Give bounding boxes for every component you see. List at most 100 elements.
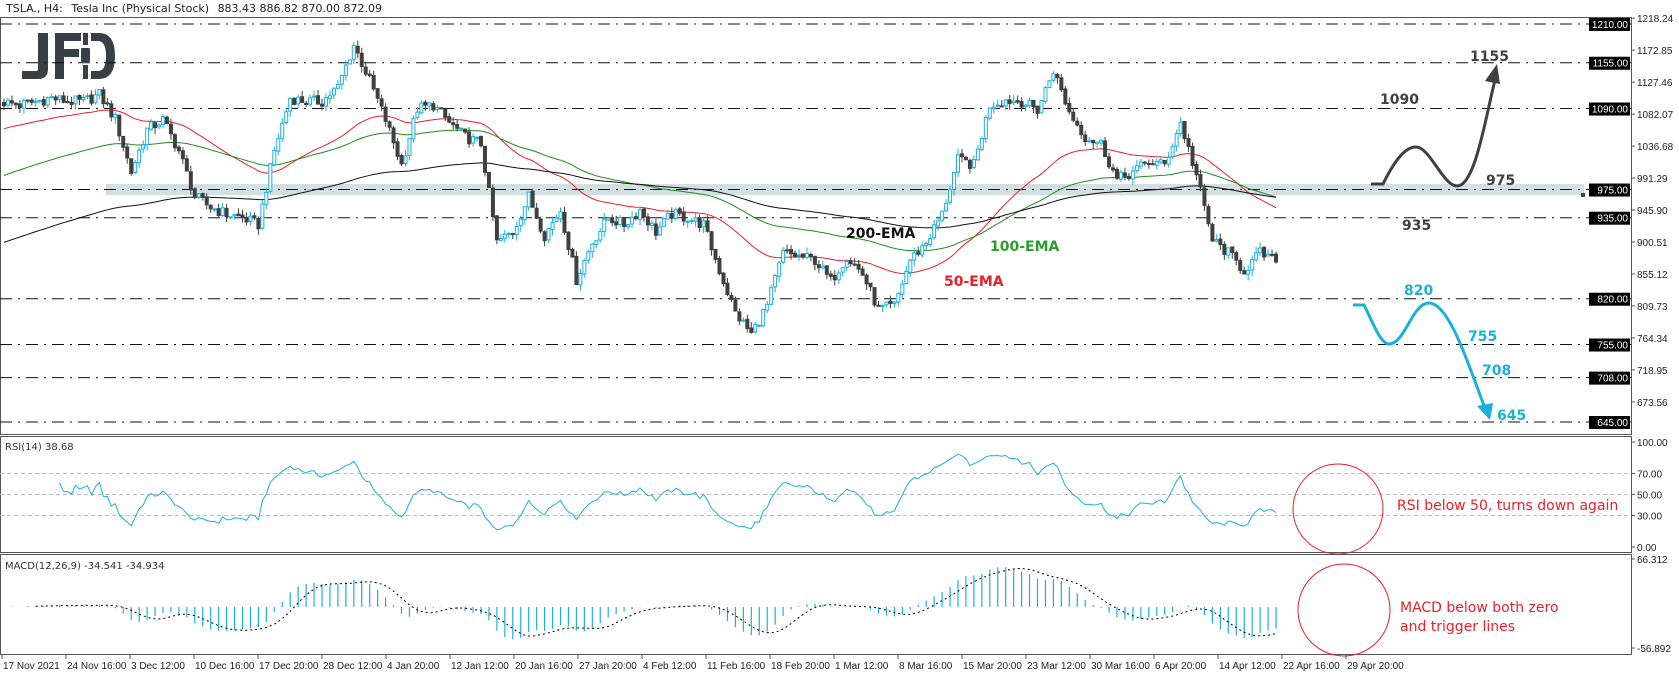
- bearish-candle: [610, 217, 615, 224]
- bearish-candle: [208, 204, 213, 210]
- y-tick-label: 809.73: [1637, 302, 1668, 313]
- bearish-candle: [1111, 167, 1116, 171]
- macd-title: MACD(12,26,9) -34.541 -34.934: [5, 561, 165, 572]
- bearish-candle: [653, 223, 658, 236]
- bearish-candle: [824, 265, 829, 275]
- bearish-candle: [570, 248, 575, 258]
- bullish-candle: [991, 106, 996, 110]
- bearish-candle: [793, 252, 798, 258]
- bullish-candle: [594, 240, 599, 246]
- bearish-candle: [1063, 88, 1068, 105]
- bearish-candle: [1262, 246, 1267, 258]
- bullish-candle: [995, 104, 1000, 107]
- bearish-candle: [538, 218, 543, 232]
- bearish-candle: [1190, 145, 1195, 166]
- level-price-label: 820.00: [1597, 295, 1628, 306]
- bullish-candle: [920, 245, 925, 256]
- bullish-candle: [558, 211, 563, 220]
- bullish-candle: [220, 207, 225, 217]
- bullish-candle: [113, 113, 118, 119]
- bullish-candle: [908, 259, 913, 273]
- x-tick-label: 14 Apr 12:00: [1219, 661, 1276, 672]
- level-price-label: 975.00: [1597, 186, 1628, 197]
- bearish-candle: [566, 231, 571, 250]
- bullish-candle: [133, 161, 138, 174]
- bullish-candle: [45, 97, 50, 106]
- bullish-candle: [268, 163, 273, 192]
- bullish-candle: [339, 74, 344, 85]
- bullish-candle: [471, 136, 476, 144]
- bullish-candle: [665, 213, 670, 220]
- bearish-candle: [1107, 156, 1112, 168]
- bullish-candle: [427, 102, 432, 107]
- y-tick-label: 900.51: [1637, 238, 1668, 249]
- bearish-candle: [1079, 124, 1084, 136]
- bearish-candle: [467, 131, 472, 145]
- bearish-candle: [129, 158, 134, 174]
- macd-highlight-circle: [1297, 563, 1391, 657]
- bullish-candle: [940, 210, 945, 221]
- bullish-candle: [741, 319, 746, 322]
- bearish-candle: [479, 135, 483, 147]
- bearish-candle: [363, 66, 368, 75]
- bullish-candle: [1134, 165, 1139, 172]
- bearish-candle: [542, 231, 547, 242]
- bullish-candle: [248, 215, 253, 222]
- bearish-candle: [375, 88, 380, 99]
- bearish-candle: [455, 124, 460, 129]
- bearish-candle: [387, 121, 392, 128]
- bearish-candle: [447, 116, 452, 123]
- bearish-candle: [789, 249, 794, 255]
- bearish-candle: [697, 217, 702, 228]
- bullish-candle: [149, 121, 154, 130]
- bullish-candle: [701, 220, 706, 228]
- bearish-candle: [1055, 73, 1060, 79]
- ohlc-values: 883.43 886.82 870.00 872.09: [217, 2, 383, 15]
- bearish-candle: [9, 100, 14, 104]
- bearish-candle: [125, 146, 130, 159]
- bearish-candle: [451, 122, 456, 126]
- bullish-candle: [415, 111, 420, 118]
- bearish-candle: [872, 287, 877, 306]
- bullish-candle: [590, 243, 595, 253]
- x-tick-label: 17 Dec 20:00: [259, 661, 319, 672]
- bullish-candle: [1087, 140, 1092, 143]
- bearish-candle: [645, 216, 650, 226]
- bearish-candle: [729, 294, 734, 301]
- level-price-label: 645.00: [1597, 418, 1628, 429]
- y-tick-label: 764.34: [1637, 334, 1668, 345]
- level-price-box: [1589, 183, 1630, 197]
- bullish-candle: [820, 265, 825, 269]
- bearish-candle: [53, 96, 58, 101]
- bearish-candle: [77, 94, 82, 100]
- bearish-candle: [868, 282, 873, 288]
- bearish-candle: [959, 153, 964, 158]
- macd-annotation-line-2: and trigger lines: [1400, 619, 1515, 635]
- level-price-box: [1589, 211, 1630, 225]
- bearish-candle: [852, 263, 857, 266]
- bullish-candle: [323, 97, 328, 107]
- rsi-highlight-circle: [1292, 463, 1384, 555]
- bearish-candle: [1182, 120, 1187, 140]
- x-tick-label: 18 Feb 20:00: [771, 661, 830, 672]
- x-tick-label: 17 Nov 2021: [3, 661, 60, 672]
- bullish-candle: [212, 208, 217, 211]
- bullish-candle: [1174, 133, 1179, 147]
- bearish-candle: [367, 73, 372, 76]
- x-tick-label: 28 Dec 12:00: [323, 661, 383, 672]
- level-price-label: 708.00: [1597, 374, 1628, 385]
- bearish-candle: [105, 102, 110, 105]
- rsi-tick-label: 100.00: [1637, 438, 1668, 449]
- bullish-candle: [689, 219, 694, 222]
- bullish-candle: [308, 97, 313, 105]
- bearish-candle: [717, 258, 722, 275]
- bullish-candle: [141, 144, 146, 150]
- bearish-candle: [963, 157, 968, 161]
- bearish-candle: [749, 327, 754, 334]
- bearish-candle: [1202, 187, 1207, 206]
- bullish-level-label: 975: [1486, 173, 1515, 189]
- bullish-candle: [407, 137, 412, 156]
- bearish-candle: [622, 216, 627, 228]
- bullish-candle: [582, 260, 587, 275]
